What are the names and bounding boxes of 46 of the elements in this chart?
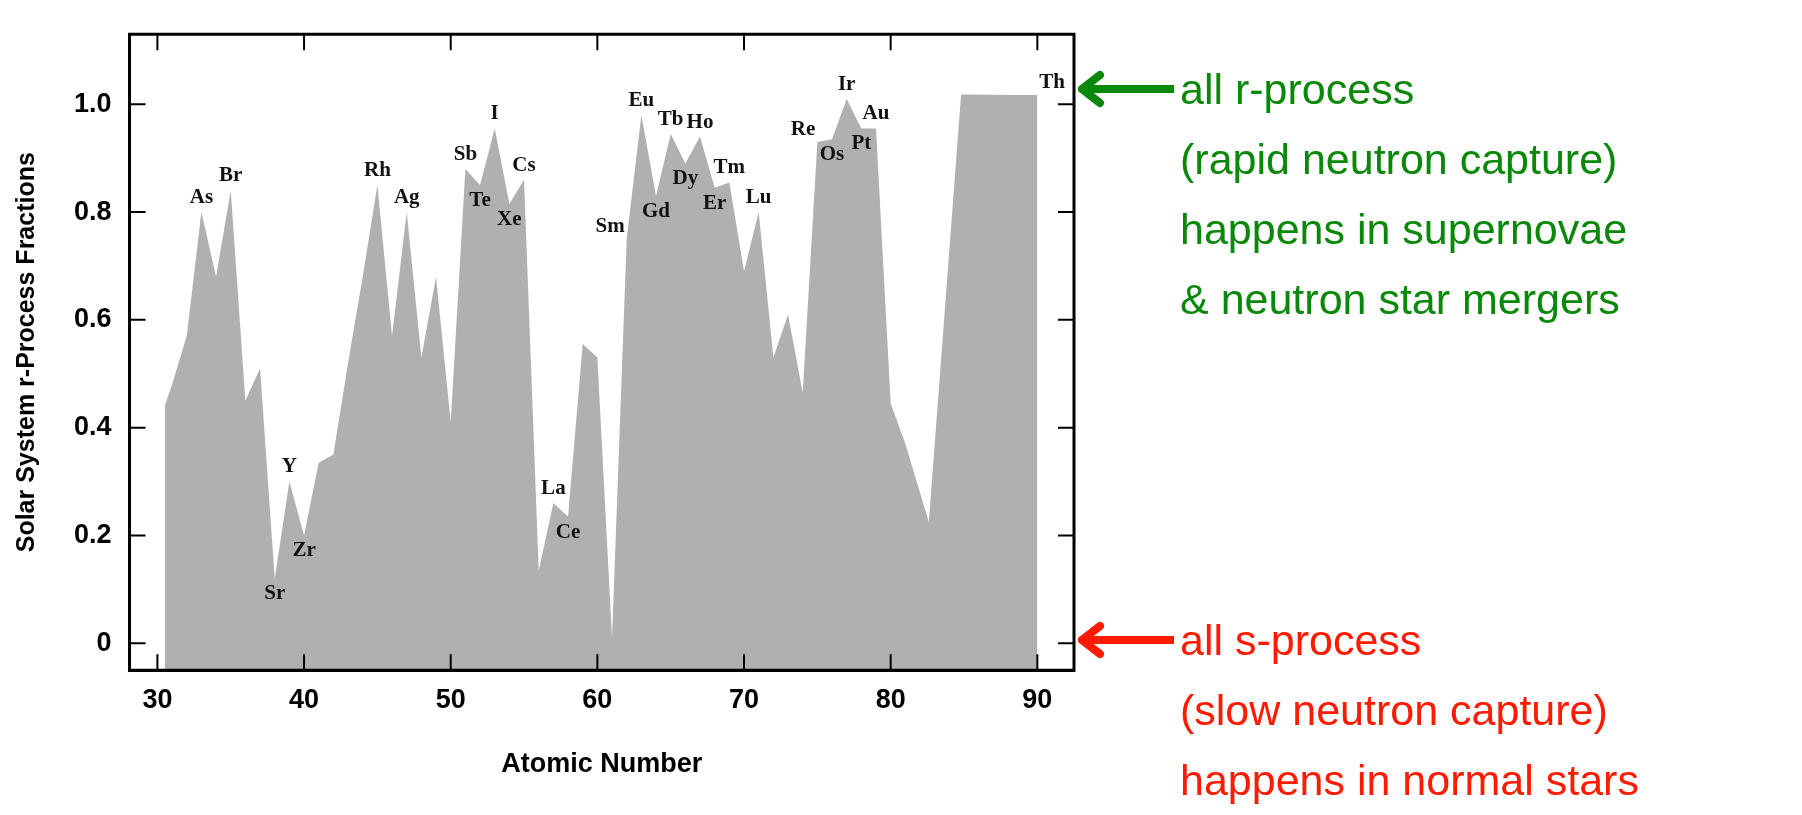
y-tick-label: 0 <box>96 626 112 657</box>
annotation: Cs <box>512 151 536 176</box>
annotation: Ir <box>837 70 856 95</box>
annotation: Ho <box>686 108 714 133</box>
annotation: Er <box>703 189 727 214</box>
annotation: Au <box>862 100 890 125</box>
annotation: Pt <box>851 130 872 155</box>
x-tick-label: 70 <box>729 683 760 714</box>
annotation: As <box>189 183 214 208</box>
x-tick-label: 30 <box>142 683 173 714</box>
annotation: Os <box>819 141 845 166</box>
annotation: Zr <box>292 537 316 562</box>
annotation: Ag <box>393 183 421 208</box>
annotation: Sr <box>264 580 286 605</box>
x-tick-label: 80 <box>875 683 906 714</box>
x-tick-label: 60 <box>582 683 613 714</box>
y-tick-label: 1.0 <box>73 87 112 118</box>
annotation: Tm <box>713 154 746 179</box>
y-tick-label: 0.6 <box>73 303 112 334</box>
annotation: Tb <box>657 105 684 130</box>
x-tick-label: 40 <box>289 683 320 714</box>
annotation: I <box>490 100 499 125</box>
annotation: Th <box>1039 69 1066 94</box>
x-axis-title: Atomic Number <box>501 748 703 779</box>
text: all s-process (slow neutron capture) happens in normal stars <box>1180 615 1639 807</box>
y-axis-title: Solar System r-Process Fractions <box>10 152 39 553</box>
annotation: Rh <box>363 157 392 182</box>
annotation: Dy <box>672 165 699 190</box>
annotation: Sb <box>453 140 478 165</box>
annotation: La <box>541 475 567 500</box>
y-tick-label: 0.2 <box>73 518 112 549</box>
annotation: Re <box>790 115 816 140</box>
annotation: Xe <box>497 205 522 230</box>
annotation: Eu <box>628 86 655 111</box>
annotation: Te <box>469 187 491 212</box>
y-tick-label: 0.8 <box>73 195 112 226</box>
y-tick-label: 0.4 <box>73 411 112 442</box>
annotation: Gd <box>642 197 671 222</box>
annotation: Ce <box>555 518 581 543</box>
annotation: Sm <box>595 212 626 237</box>
annotation: Lu <box>745 183 772 208</box>
annotation: Y <box>281 453 297 478</box>
text: all r-process (rapid neutron capture) happens in supernovae & neutron star mergers <box>1180 64 1628 326</box>
x-tick-label: 50 <box>435 683 466 714</box>
x-tick-label: 90 <box>1022 683 1053 714</box>
annotation: Br <box>219 162 243 187</box>
